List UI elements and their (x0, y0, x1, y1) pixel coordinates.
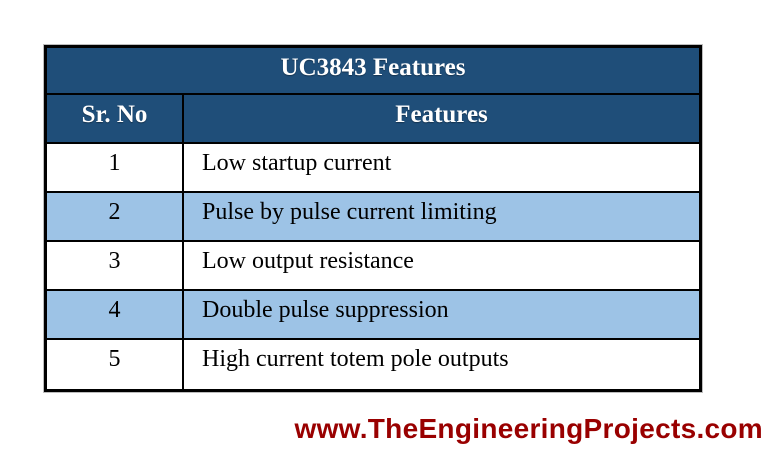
cell-feature: Double pulse suppression (202, 297, 449, 323)
table-row: 1 Low startup current (47, 144, 699, 193)
cell-sr-no: 4 (47, 291, 184, 338)
cell-feature: Low output resistance (202, 248, 414, 274)
cell-sr-no: 1 (47, 144, 184, 191)
cell-feature: Pulse by pulse current limiting (202, 199, 497, 225)
website-watermark: www.TheEngineeringProjects.com (294, 413, 763, 444)
table-row: 2 Pulse by pulse current limiting (47, 193, 699, 242)
column-header-features: Features (395, 101, 488, 128)
table-title-row: UC3843 Features (47, 48, 699, 95)
table-row: 4 Double pulse suppression (47, 291, 699, 340)
table-title: UC3843 Features (280, 54, 466, 81)
uc3843-features-table: UC3843 Features Sr. No Features 1 Low st… (43, 44, 703, 393)
cell-feature: Low startup current (202, 150, 392, 176)
column-header-sr-no: Sr. No (47, 95, 184, 142)
table-row: 3 Low output resistance (47, 242, 699, 291)
table-row: 5 High current totem pole outputs (47, 340, 699, 389)
cell-sr-no: 5 (47, 340, 184, 389)
cell-sr-no: 3 (47, 242, 184, 289)
table-header-row: Sr. No Features (47, 95, 699, 144)
cell-feature: High current totem pole outputs (202, 346, 509, 372)
cell-sr-no: 2 (47, 193, 184, 240)
